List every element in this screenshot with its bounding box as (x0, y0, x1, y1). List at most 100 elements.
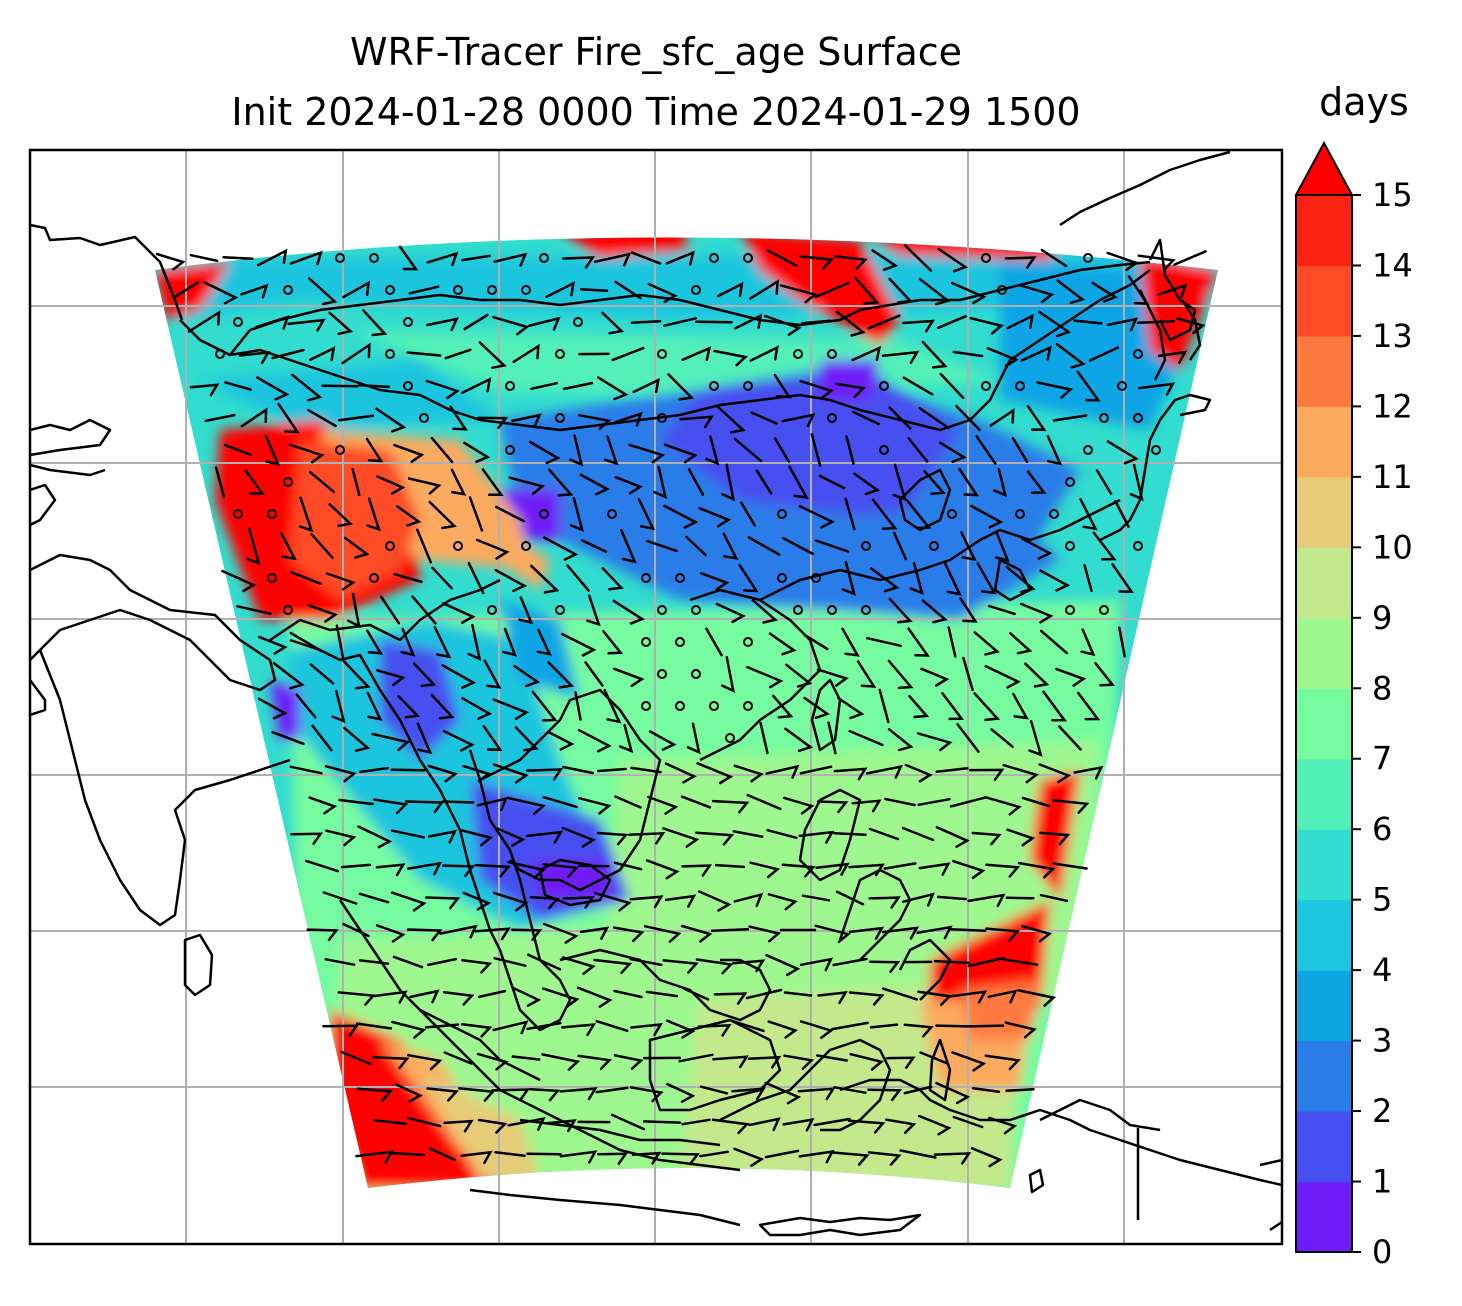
wind-barb (678, 1053, 714, 1063)
calm-wind-marker (539, 253, 549, 263)
wind-barb (467, 561, 485, 595)
wind-barb (747, 536, 781, 556)
wind-barb (441, 664, 477, 689)
wind-barb (989, 408, 1015, 427)
wind-barb (576, 986, 613, 1008)
wind-barb (529, 564, 560, 594)
wind-barb (513, 664, 541, 688)
calm-wind-marker (573, 317, 583, 327)
wind-barb (612, 599, 645, 625)
wind-barb (699, 1085, 729, 1095)
wind-barb (733, 764, 764, 783)
wind-barb (1136, 319, 1176, 325)
wind-barb (614, 280, 642, 300)
wind-barb (663, 504, 699, 529)
wind-barb (340, 1050, 372, 1066)
wind-barb (580, 539, 608, 553)
calm-wind-marker (1083, 445, 1093, 455)
wind-barb (610, 1113, 646, 1131)
wind-barb (798, 504, 835, 529)
wind-barb (935, 1024, 969, 1028)
wind-barb (412, 662, 437, 688)
wind-barb (814, 539, 850, 553)
wind-barb (1157, 350, 1188, 364)
wind-barb (214, 466, 226, 498)
wind-barb (870, 567, 900, 593)
calm-wind-marker (879, 445, 889, 455)
wind-barb (298, 496, 314, 533)
wind-barb (613, 861, 643, 871)
wind-barb (595, 1086, 629, 1094)
calm-wind-marker (641, 701, 651, 711)
wind-barb (773, 373, 792, 399)
wind-barb (559, 1150, 598, 1164)
calm-wind-marker (641, 637, 651, 647)
colorbar-tick-label: 14 (1372, 246, 1413, 284)
wind-barb (289, 765, 323, 775)
wind-barb (681, 346, 712, 362)
wind-barb (425, 896, 461, 910)
wind-barb (952, 1115, 984, 1129)
wind-barb (461, 959, 493, 974)
wind-barb (357, 825, 393, 849)
wind-barb (393, 572, 423, 584)
wind-barb (797, 1087, 836, 1101)
wind-barb (748, 925, 782, 943)
calm-wind-marker (827, 413, 837, 423)
wind-barb (835, 310, 866, 337)
wind-barb (853, 472, 881, 496)
wind-barb (481, 468, 504, 496)
wind-barb (477, 416, 509, 429)
wind-barb (892, 463, 907, 502)
calm-wind-marker (215, 349, 225, 359)
wind-barb (526, 1152, 562, 1156)
wind-barb (514, 726, 539, 752)
wind-barb (428, 1147, 456, 1161)
calm-wind-marker (997, 285, 1007, 295)
wind-barb (881, 926, 920, 940)
wind-barb (529, 895, 560, 910)
wind-barb (956, 722, 980, 754)
calm-wind-marker (283, 605, 293, 615)
wind-barb (1106, 251, 1140, 272)
wind-barb (1012, 692, 1029, 720)
wind-barb (1021, 796, 1051, 808)
wind-barb (404, 800, 445, 814)
wind-barb (306, 928, 339, 942)
wind-barb (629, 895, 664, 909)
wind-barb (848, 863, 885, 877)
wind-barb (562, 381, 594, 391)
wind-barb (712, 1055, 749, 1069)
wind-barb (803, 696, 831, 720)
wind-barb (461, 697, 493, 720)
wind-barb (492, 698, 529, 721)
wind-barb (686, 722, 701, 755)
wind-barb (903, 1085, 933, 1095)
calm-wind-marker (1099, 605, 1109, 615)
wind-barb (257, 635, 288, 655)
wind-barb (355, 1150, 394, 1164)
calm-wind-marker (521, 285, 531, 295)
wind-barb (731, 1019, 765, 1033)
wind-barb (920, 667, 950, 687)
wind-barb (342, 660, 371, 690)
wind-barb (547, 661, 575, 689)
calm-wind-marker (267, 573, 277, 583)
wind-barb (816, 1054, 848, 1062)
colorbar-band (1296, 899, 1352, 971)
wind-barb (1118, 626, 1126, 658)
wind-barb (543, 536, 579, 561)
wind-barbs (155, 244, 1207, 1168)
calm-wind-marker (555, 605, 565, 615)
wind-barb (799, 1020, 834, 1040)
wind-barb (955, 404, 981, 432)
wind-barb (1038, 763, 1072, 784)
wind-barb (614, 795, 642, 809)
wind-barb (460, 829, 494, 847)
wind-barb (878, 688, 890, 724)
wind-barb (716, 281, 744, 298)
wind-barb (917, 797, 951, 807)
wind-barb (847, 1119, 886, 1134)
wind-barb (406, 928, 443, 942)
